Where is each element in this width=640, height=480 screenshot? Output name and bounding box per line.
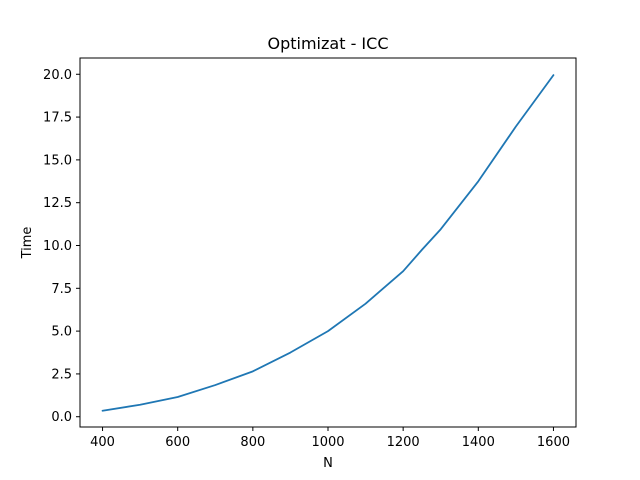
x-tick-label: 1400: [462, 435, 495, 450]
y-axis-label: Time: [20, 227, 35, 260]
x-tick-label: 800: [240, 435, 265, 450]
chart-title: Optimizat - ICC: [268, 34, 389, 53]
y-tick-label: 5.0: [51, 325, 72, 340]
x-tick-label: 1200: [387, 435, 420, 450]
y-tick-label: 20.0: [43, 68, 72, 83]
x-tick-label: 400: [90, 435, 115, 450]
y-tick-label: 17.5: [43, 111, 72, 126]
y-tick-label: 15.0: [43, 153, 72, 168]
y-tick-label: 2.5: [51, 367, 72, 382]
y-tick-label: 7.5: [51, 282, 72, 297]
series-group: [101, 74, 555, 412]
x-axis-label: N: [323, 456, 333, 471]
plot-frame: [79, 57, 577, 428]
x-tick-label: 600: [165, 435, 190, 450]
y-tick-label: 12.5: [43, 196, 72, 211]
axis-ticks: 400 600 800 1000 1200 1400 1600 0.0 2.5 5.0 7.5 10.…: [43, 68, 570, 450]
y-tick-label: 0.0: [51, 410, 72, 425]
x-tick-label: 1000: [311, 435, 344, 450]
series-line: [101, 74, 555, 412]
x-tick-label: 1600: [537, 435, 570, 450]
y-tick-label: 10.0: [43, 239, 72, 254]
